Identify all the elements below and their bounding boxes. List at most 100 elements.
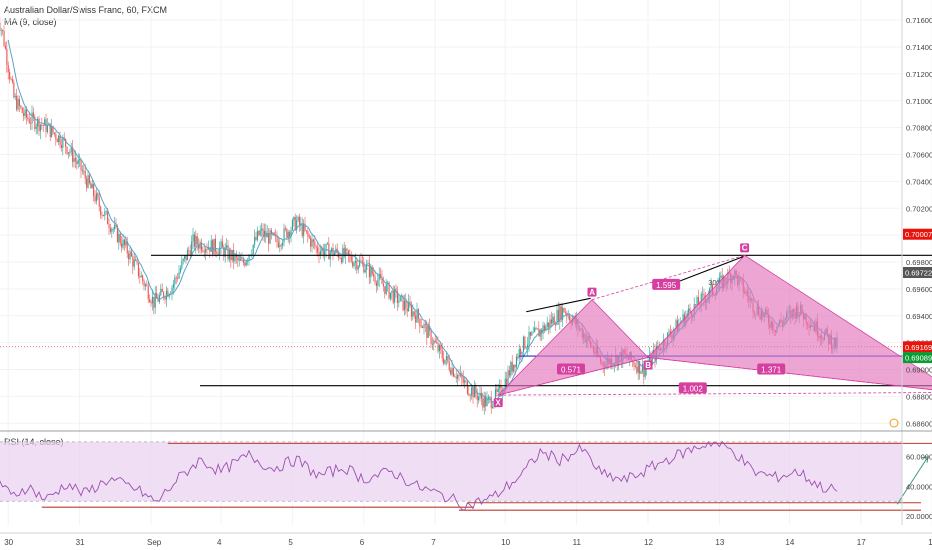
candle-body (366, 263, 368, 271)
candle-body (499, 385, 501, 389)
candle-body (16, 96, 18, 110)
candle-body (11, 79, 13, 83)
price-tick-label: 0.69000 (906, 366, 932, 375)
candle-body (472, 387, 474, 398)
candle-body (10, 78, 12, 80)
candle-body (469, 395, 471, 397)
candle-body (77, 160, 79, 164)
candle-body (305, 230, 307, 232)
candle-body (433, 340, 435, 345)
candle-body (546, 322, 548, 327)
candle-body (384, 286, 386, 294)
candle-body (266, 233, 268, 238)
date-tick-label: 10 (501, 538, 510, 547)
candle-body (703, 293, 705, 300)
candle-body (237, 257, 239, 261)
price-tick-label: 0.71000 (906, 97, 932, 106)
candle-body (37, 118, 39, 127)
candle-body (350, 255, 352, 262)
candle-body (298, 216, 300, 226)
candle-body (51, 125, 53, 137)
trend-line-c[interactable] (680, 256, 744, 282)
candle-body (375, 282, 377, 286)
candle-body (420, 326, 422, 328)
candle-body (217, 253, 219, 255)
candle-body (286, 228, 288, 238)
candle-body (426, 324, 428, 338)
candle-body (76, 161, 78, 164)
candle-body (303, 224, 305, 236)
candle-body (0, 29, 2, 31)
candle-body (304, 224, 306, 231)
candle-body (25, 109, 27, 118)
chart-title: Australian Dollar/Swiss Franc, 60, FXCM (4, 5, 168, 15)
candle-body (123, 239, 125, 246)
candle-body (109, 228, 111, 232)
candle-body (391, 290, 393, 293)
candle-body (513, 364, 515, 372)
candle-body (39, 124, 41, 132)
candle-body (41, 124, 43, 126)
candle-body (325, 243, 327, 251)
date-tick-label: 17 (857, 538, 866, 547)
candle-body (147, 285, 149, 300)
candle-body (38, 118, 40, 132)
candle-body (112, 228, 114, 230)
candle-body (97, 193, 99, 198)
harmonic-triangle-bcd[interactable] (647, 254, 932, 392)
candle-body (471, 387, 473, 396)
harmonic-leg (498, 357, 649, 396)
candle-body (129, 251, 131, 260)
candle-body (251, 253, 253, 256)
candle-body (356, 260, 358, 270)
candle-body (319, 251, 321, 256)
candle-body (440, 345, 442, 350)
candle-body (216, 251, 218, 254)
candle-body (520, 348, 522, 355)
candle-body (315, 246, 317, 248)
candle-body (171, 287, 173, 294)
candle-body (403, 300, 405, 311)
pattern-point-label: A (589, 288, 595, 297)
candle-body (346, 248, 348, 251)
ratio-badge (678, 382, 707, 394)
candle-body (382, 283, 384, 287)
candle-body (66, 146, 68, 154)
candle-body (518, 348, 520, 359)
candle-body (272, 232, 274, 235)
candle-body (675, 320, 677, 330)
candle-body (394, 288, 396, 303)
candle-body (367, 263, 369, 264)
candle-body (213, 238, 215, 255)
candle-body (3, 31, 5, 46)
candle-body (102, 214, 104, 216)
candle-body (480, 392, 482, 399)
candle-body (119, 233, 121, 244)
candle-body (637, 361, 639, 373)
candle-body (361, 261, 363, 263)
candle-body (310, 237, 312, 247)
candle-body (224, 247, 226, 257)
candle-body (422, 326, 424, 329)
candle-body (408, 301, 410, 312)
candle-body (220, 241, 222, 248)
candle-body (163, 291, 165, 298)
candle-body (543, 325, 545, 331)
candle-body (359, 260, 361, 267)
candle-body (317, 247, 319, 253)
candle-body (32, 112, 34, 117)
candle-body (490, 397, 492, 408)
candle-body (227, 245, 229, 260)
alert-icon[interactable] (889, 418, 899, 428)
candle-body (340, 257, 342, 263)
candle-body (192, 234, 194, 242)
trend-line-a[interactable] (526, 297, 591, 313)
price-tick-label: 0.69800 (906, 258, 932, 267)
candle-body (506, 378, 508, 386)
date-tick-label: 18 (928, 538, 932, 547)
date-tick-label: 6 (360, 538, 365, 547)
pattern-point-label: C (742, 244, 748, 253)
candle-body (282, 242, 284, 246)
candle-body (532, 332, 534, 333)
